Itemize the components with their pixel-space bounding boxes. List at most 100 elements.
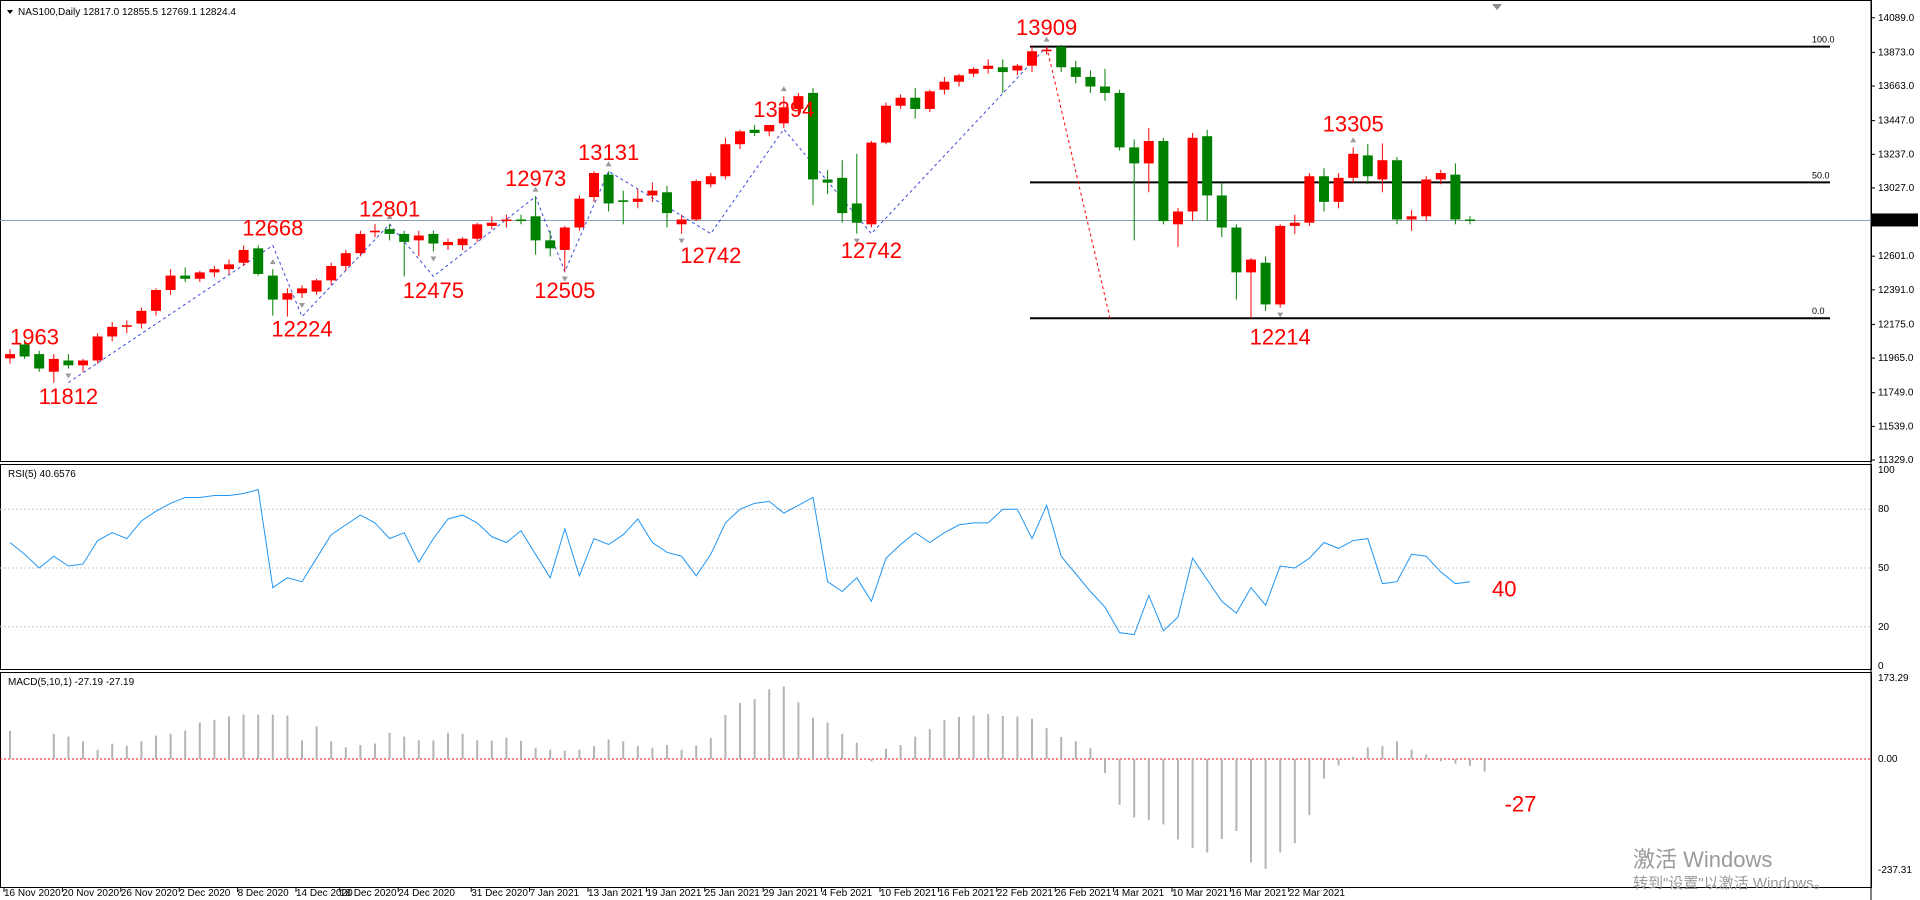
candle xyxy=(501,214,512,228)
price-tick-label: 12811.0 xyxy=(1878,218,1914,229)
scroll-marker-icon[interactable] xyxy=(1492,4,1502,10)
candle-body xyxy=(545,240,556,249)
candle xyxy=(764,124,775,137)
candle xyxy=(194,270,205,282)
fractal-arrow xyxy=(853,238,860,244)
candle-body xyxy=(1377,160,1388,180)
candle xyxy=(428,230,439,252)
candle-body xyxy=(691,181,702,220)
candle xyxy=(1070,60,1081,84)
candle xyxy=(267,269,278,316)
candle-body xyxy=(895,97,906,106)
candle-body xyxy=(1114,92,1125,148)
candle-body xyxy=(501,219,512,222)
fractal-arrow xyxy=(269,259,276,265)
swing-annotation: 1963 xyxy=(10,324,59,349)
candle-body xyxy=(78,360,88,366)
swing-annotation: 12505 xyxy=(534,278,595,303)
candle-body xyxy=(559,227,570,250)
candle xyxy=(34,350,45,372)
rsi-tick-label: 100 xyxy=(1878,465,1895,476)
candle-body xyxy=(1085,76,1096,87)
candle xyxy=(647,182,658,202)
candle-body xyxy=(224,264,234,270)
candle xyxy=(1319,168,1329,212)
watermark-line2: 转到"设置"以激活 Windows。 xyxy=(1633,875,1829,892)
candle xyxy=(1304,173,1315,226)
fractal-arrow xyxy=(65,373,72,379)
candle-body xyxy=(151,289,161,311)
candle-body xyxy=(1333,177,1344,202)
swing-annotation: 12742 xyxy=(680,243,741,268)
candle xyxy=(1202,129,1213,222)
price-tick-label: 13447.0 xyxy=(1878,116,1915,127)
candle-body xyxy=(749,129,760,133)
candle-body xyxy=(1143,140,1154,164)
date-label: 10 Mar 2021 xyxy=(1172,888,1229,899)
rsi-line xyxy=(9,488,1471,636)
fractal-arrow xyxy=(1350,137,1357,143)
candle xyxy=(92,333,103,364)
candle-body xyxy=(355,233,366,254)
candle xyxy=(1216,182,1227,238)
candle xyxy=(1041,46,1052,55)
candle xyxy=(589,171,599,202)
candle-body xyxy=(1216,195,1227,228)
candle xyxy=(443,238,453,250)
candle xyxy=(720,137,731,180)
candle xyxy=(136,307,147,329)
date-label: 31 Dec 2020 xyxy=(471,888,528,899)
candle xyxy=(881,102,891,145)
date-label: 22 Mar 2021 xyxy=(1289,888,1346,899)
price-tick-label: 13027.0 xyxy=(1878,183,1915,194)
candle xyxy=(224,259,234,274)
candle-body xyxy=(764,124,775,132)
date-label: 18 Dec 2020 xyxy=(340,888,397,899)
fractal-arrow xyxy=(430,256,437,262)
candle xyxy=(1435,169,1446,185)
date-label: 14 Dec 2020 xyxy=(296,888,353,899)
candle-body xyxy=(180,275,191,279)
pane-menu-icon[interactable] xyxy=(7,10,13,14)
candle xyxy=(895,94,906,109)
date-label: 25 Jan 2021 xyxy=(705,888,760,899)
candle-body xyxy=(632,198,643,202)
macd-tick-label: 173.29 xyxy=(1878,673,1909,684)
candle-body xyxy=(384,229,395,234)
fib-level-label: 50.0 xyxy=(1812,170,1830,180)
price-tick-label: 11749.0 xyxy=(1878,388,1914,399)
candle-body xyxy=(63,360,74,366)
fractal-arrow xyxy=(1043,36,1050,42)
date-label: 29 Jan 2021 xyxy=(763,888,818,899)
candle-body xyxy=(662,192,672,214)
rsi-tick-label: 20 xyxy=(1878,622,1890,633)
candle-body xyxy=(457,238,468,246)
candle-body xyxy=(5,354,15,359)
candle xyxy=(1421,176,1432,222)
candle xyxy=(340,249,351,271)
price-tick-label: 11329.0 xyxy=(1878,455,1914,466)
candle xyxy=(1465,216,1475,225)
price-tick-label: 14089.0 xyxy=(1878,13,1915,24)
candle-body xyxy=(676,219,687,225)
candle-body xyxy=(1421,179,1432,217)
candle xyxy=(983,59,994,74)
candle-body xyxy=(983,65,994,69)
date-label: 7 Jan 2021 xyxy=(530,888,580,899)
candle xyxy=(1450,163,1461,225)
candle xyxy=(632,189,643,209)
swing-annotation: 13394 xyxy=(753,97,814,122)
candle xyxy=(997,59,1008,93)
candle-body xyxy=(326,265,337,281)
candle xyxy=(121,320,132,334)
candle-body xyxy=(1027,51,1037,66)
rsi-tick-label: 0 xyxy=(1878,661,1884,672)
candle xyxy=(939,76,950,95)
candle xyxy=(705,173,716,188)
candle xyxy=(618,190,629,225)
candle-body xyxy=(1392,160,1402,220)
date-label: 4 Feb 2021 xyxy=(822,888,873,899)
candle xyxy=(545,230,556,257)
candle xyxy=(282,288,293,317)
